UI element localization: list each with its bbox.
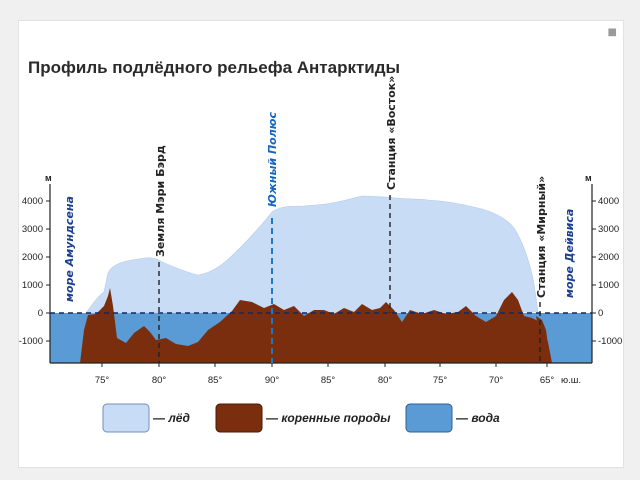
y-tick-label: 3000: [598, 224, 619, 235]
y-tick-label: -1000: [19, 336, 43, 347]
amundsen-sea-label: море Амундсена: [63, 196, 76, 302]
corner-mark: ■: [607, 27, 617, 38]
x-tick-labels: 75° 80° 85° 90° 85° 80° 75° 70° 65° ю.ш.: [95, 375, 581, 386]
legend-swatch-rock: [215, 403, 263, 433]
mirny-label: Станция «Мирный»: [535, 176, 548, 298]
x-tick-label: 80°: [378, 375, 393, 386]
x-tick-marks: [101, 363, 548, 367]
x-tick-label: 75°: [433, 375, 448, 386]
x-tick-label: 85°: [321, 375, 336, 386]
legend-swatch-water: [405, 403, 453, 433]
x-suffix-label: ю.ш.: [561, 375, 581, 386]
davis-sea-label: море Дейвиса: [563, 209, 576, 298]
legend: — лёд — коренные породы — вода: [102, 403, 500, 433]
y-tick-label: 3000: [22, 224, 43, 235]
x-tick-label: 90°: [265, 375, 280, 386]
left-unit-label: м: [45, 173, 52, 183]
y-tick-label: 1000: [598, 280, 619, 291]
y-tick-label: 4000: [22, 196, 43, 207]
left-tick-marks: [46, 200, 50, 342]
right-unit-label: м: [585, 173, 592, 183]
mary-byrd-label: Земля Мэри Бэрд: [154, 145, 167, 257]
ice-sheet: [85, 195, 539, 314]
legend-label-ice: — лёд: [152, 411, 190, 425]
bedrock-coast: [536, 316, 548, 345]
bedrock: [80, 288, 552, 363]
x-tick-label: 75°: [95, 375, 110, 386]
y-tick-label: 0: [38, 308, 43, 319]
legend-label-water: — вода: [455, 411, 500, 425]
legend-swatch-ice: [102, 403, 150, 433]
y-tick-label: 2000: [22, 252, 43, 263]
left-tick-labels: 4000 3000 2000 1000 0 -1000: [19, 196, 43, 347]
y-tick-label: 2000: [598, 252, 619, 263]
right-tick-labels: 4000 3000 2000 1000 0 -1000: [598, 196, 622, 347]
vostok-label: Станция «Восток»: [385, 76, 398, 190]
right-tick-marks: [592, 200, 596, 342]
y-tick-label: -1000: [598, 336, 622, 347]
y-tick-label: 4000: [598, 196, 619, 207]
diagram-title: Профиль подлёдного рельефа Антарктиды: [28, 58, 400, 77]
y-tick-label: 1000: [22, 280, 43, 291]
x-tick-label: 80°: [152, 375, 167, 386]
x-tick-label: 85°: [208, 375, 223, 386]
y-tick-label: 0: [598, 308, 603, 319]
legend-label-rock: — коренные породы: [265, 411, 391, 425]
x-tick-label: 70°: [489, 375, 504, 386]
x-tick-label: 65°: [540, 375, 555, 386]
south-pole-label: Южный Полюс: [266, 112, 279, 207]
